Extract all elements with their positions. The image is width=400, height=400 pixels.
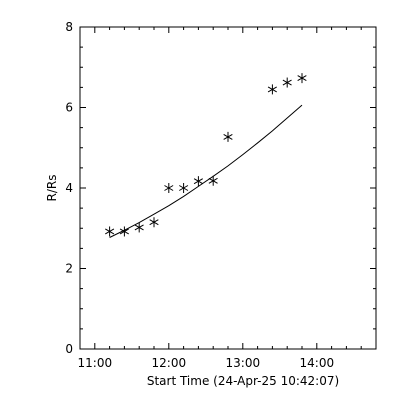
x-tick-label: 13:00 xyxy=(226,356,261,370)
x-tick-label: 14:00 xyxy=(300,356,335,370)
data-point xyxy=(149,217,159,228)
y-tick-label: 4 xyxy=(65,181,73,195)
data-point xyxy=(105,226,115,237)
y-tick-label: 0 xyxy=(65,342,73,356)
x-tick-label: 11:00 xyxy=(78,356,113,370)
y-tick-label: 2 xyxy=(65,262,73,276)
y-axis: 0 2 4 6 8 xyxy=(65,20,376,356)
data-point xyxy=(119,226,129,237)
fit-curve xyxy=(109,104,303,238)
data-point xyxy=(297,73,307,84)
x-axis: 11:00 12:00 13:00 14:00 xyxy=(78,27,377,370)
y-tick-label: 8 xyxy=(65,20,73,34)
x-tick-label: 12:00 xyxy=(152,356,187,370)
data-point xyxy=(282,77,292,88)
data-point xyxy=(223,131,233,142)
y-axis-title: R/Rs xyxy=(45,175,59,202)
data-point xyxy=(267,84,277,95)
plot-frame xyxy=(79,26,377,350)
data-point xyxy=(164,183,174,193)
data-points xyxy=(105,73,307,237)
data-point xyxy=(134,222,144,233)
x-axis-title: Start Time (24-Apr-25 10:42:07) xyxy=(147,374,339,388)
y-tick-label: 6 xyxy=(65,101,73,115)
data-point xyxy=(179,183,189,193)
data-point xyxy=(208,175,218,186)
data-point xyxy=(193,176,203,187)
